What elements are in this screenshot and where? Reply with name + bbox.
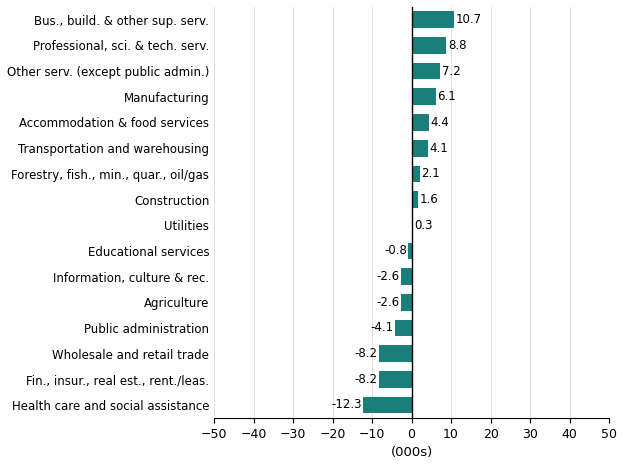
Bar xyxy=(401,268,412,285)
Text: 10.7: 10.7 xyxy=(456,14,482,26)
Text: -12.3: -12.3 xyxy=(331,398,361,411)
Bar xyxy=(412,114,429,131)
Text: -0.8: -0.8 xyxy=(384,244,407,257)
Bar xyxy=(363,397,412,413)
Text: -4.1: -4.1 xyxy=(371,322,394,335)
Text: 7.2: 7.2 xyxy=(442,65,461,78)
Text: -8.2: -8.2 xyxy=(354,373,378,386)
Bar xyxy=(412,140,428,157)
Bar xyxy=(412,191,418,208)
Text: 8.8: 8.8 xyxy=(448,39,467,52)
X-axis label: (000s): (000s) xyxy=(391,446,432,459)
Text: 6.1: 6.1 xyxy=(437,90,456,103)
Bar xyxy=(401,294,412,310)
Text: -2.6: -2.6 xyxy=(377,296,400,309)
Text: 0.3: 0.3 xyxy=(414,219,433,232)
Bar xyxy=(412,165,420,182)
Text: -2.6: -2.6 xyxy=(377,270,400,283)
Bar xyxy=(409,242,412,259)
Text: 2.1: 2.1 xyxy=(421,167,441,180)
Bar xyxy=(412,63,440,80)
Bar xyxy=(379,371,412,388)
Bar xyxy=(396,320,412,336)
Bar xyxy=(412,89,436,105)
Bar xyxy=(412,12,454,28)
Bar xyxy=(412,37,446,54)
Text: -8.2: -8.2 xyxy=(354,347,378,360)
Text: 4.1: 4.1 xyxy=(429,142,448,155)
Bar xyxy=(412,217,413,233)
Text: 4.4: 4.4 xyxy=(431,116,449,129)
Bar xyxy=(379,345,412,362)
Text: 1.6: 1.6 xyxy=(419,193,438,206)
